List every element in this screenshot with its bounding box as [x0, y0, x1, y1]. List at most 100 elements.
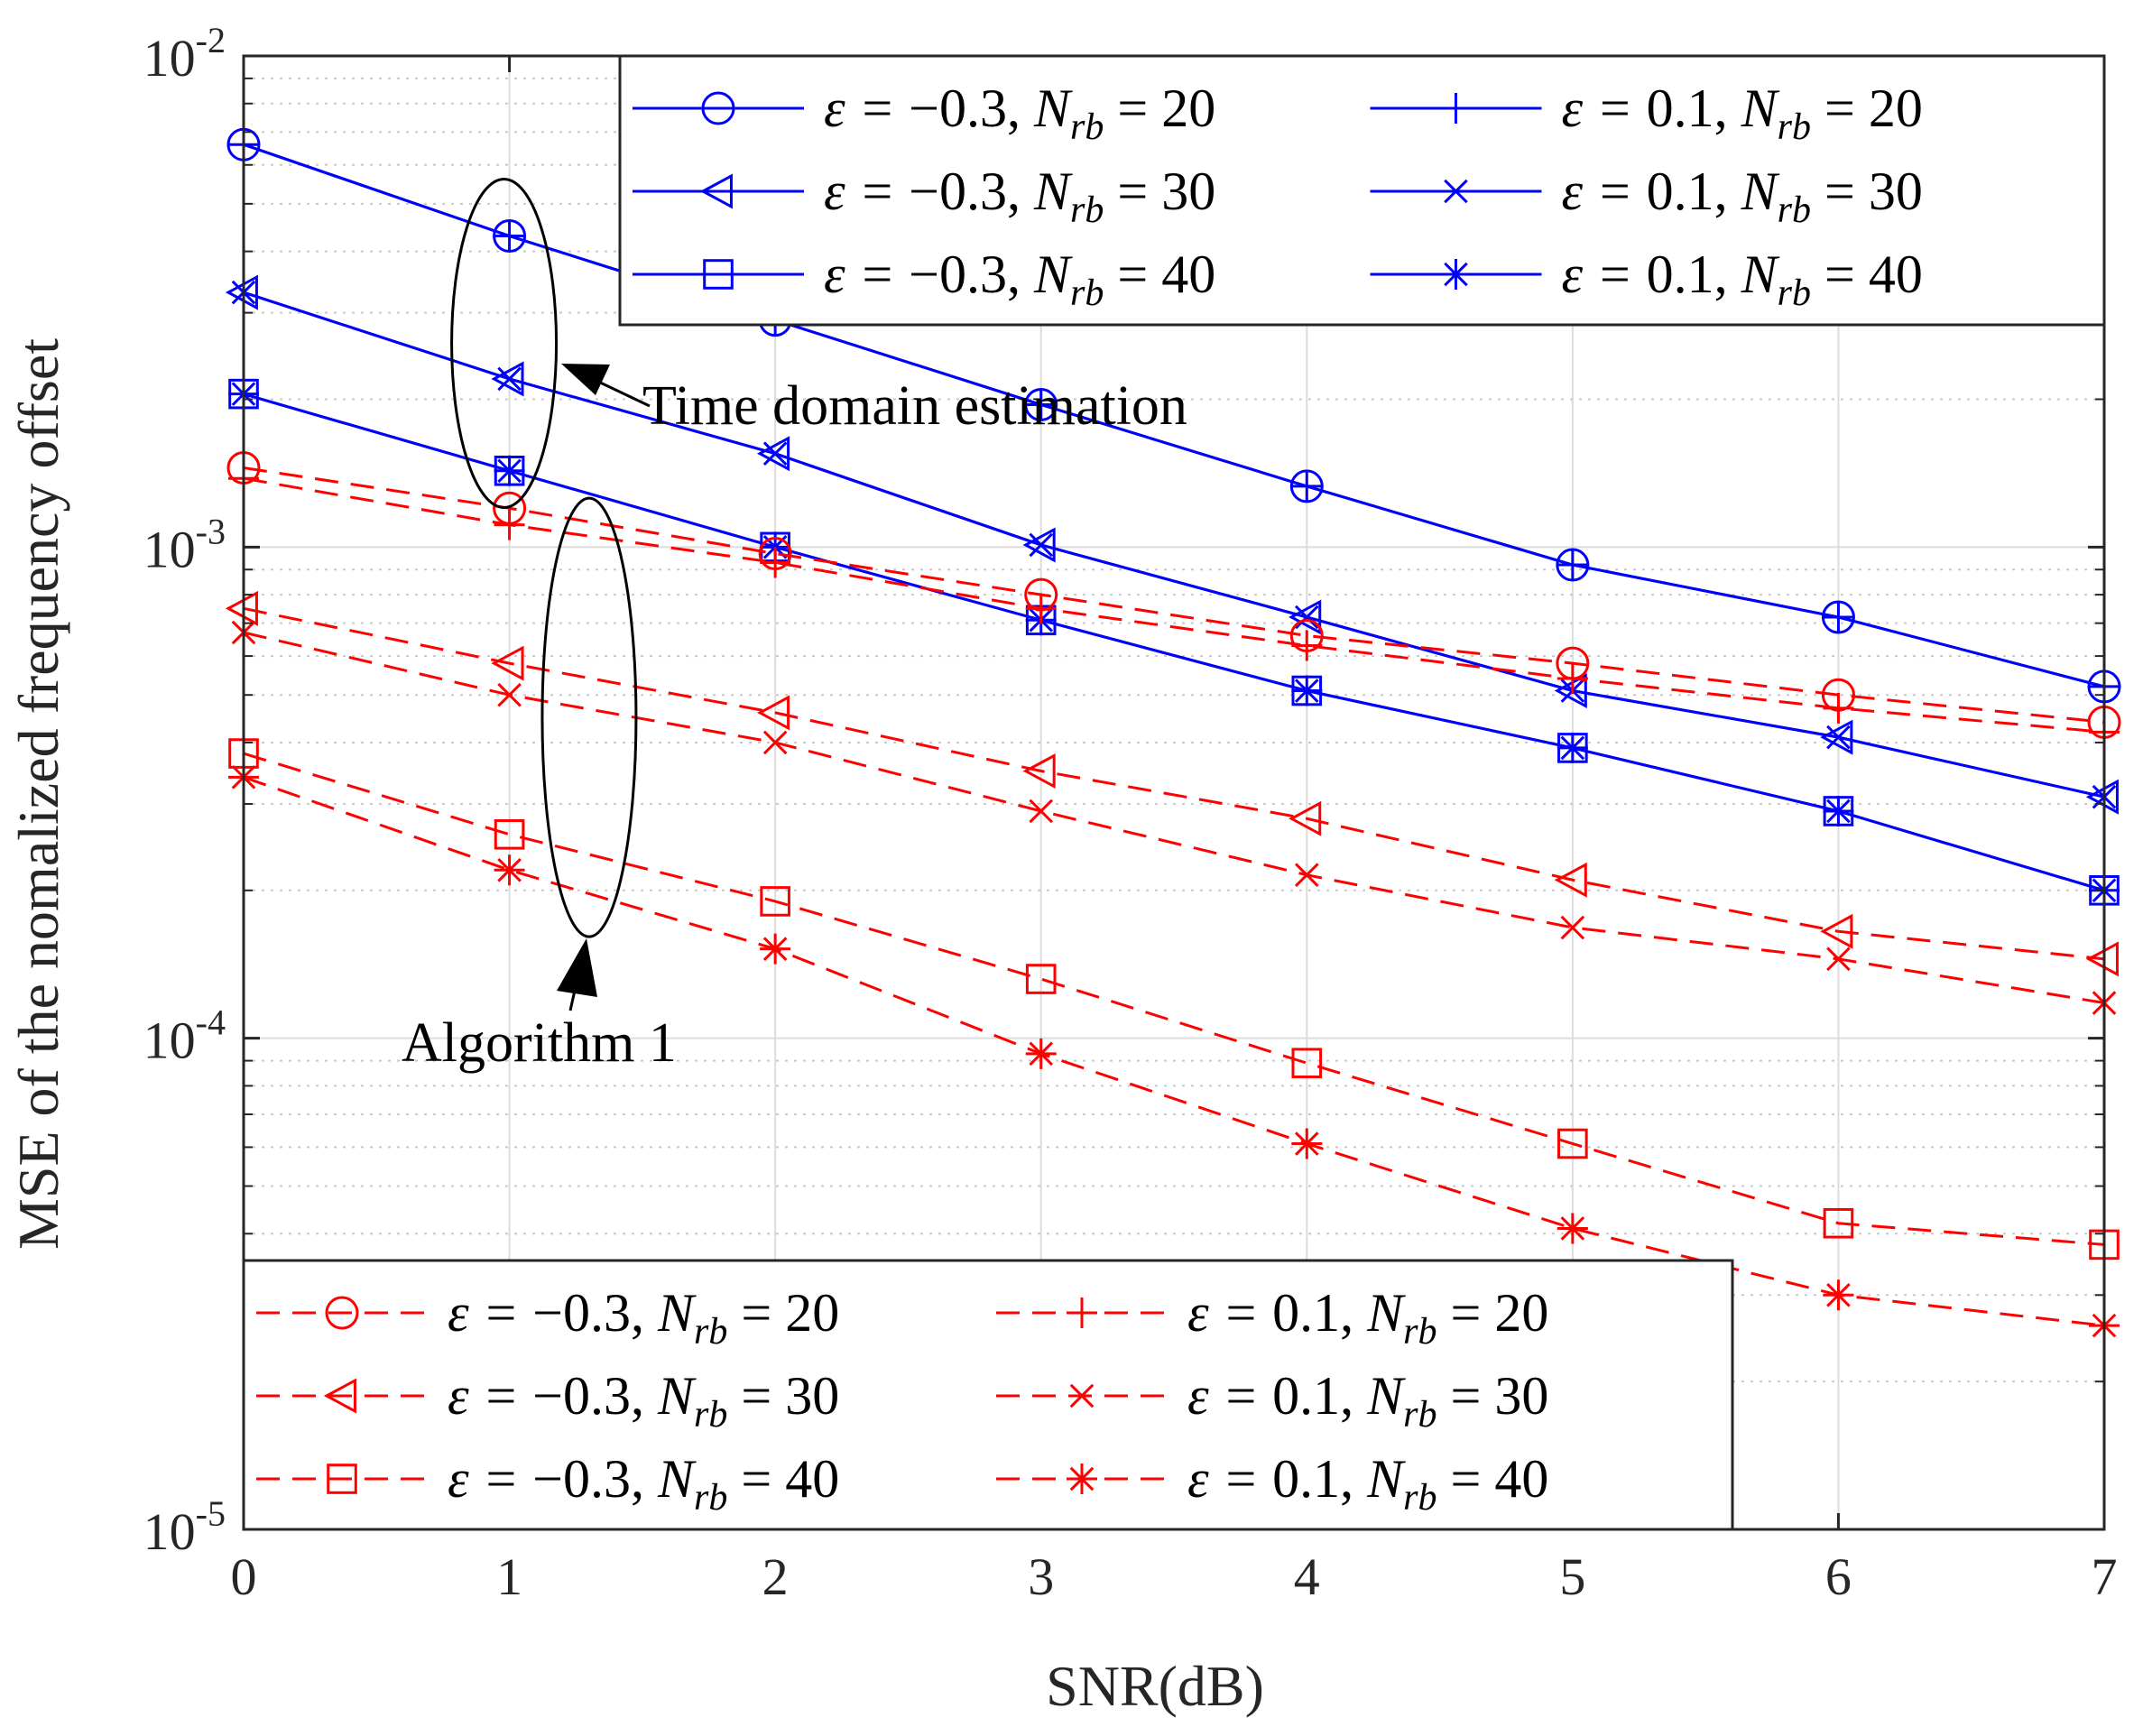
series-8 [228, 463, 2120, 748]
legend-entry: ε = −0.3, Nrb = 30 [633, 162, 1215, 231]
data-point-asterisk [494, 455, 525, 486]
legend-entry: ε = −0.3, Nrb = 20 [256, 1283, 839, 1353]
y-tick-label: 10-3 [143, 511, 226, 578]
legend-entry: ε = 0.1, Nrb = 30 [996, 1366, 1548, 1436]
legend-label: ε = −0.3, Nrb = 30 [824, 162, 1215, 231]
data-point-x [1560, 915, 1585, 940]
data-point-asterisk [760, 531, 791, 563]
series-line [243, 476, 2105, 734]
data-point-triangle-left [1820, 913, 1853, 949]
y-tick-label: 10-4 [143, 1002, 226, 1070]
legend-marker-circle [325, 1296, 359, 1330]
x-tick-label: 4 [1294, 1547, 1320, 1606]
x-axis-label: SNR(dB) [1046, 1654, 1264, 1718]
legend-label: ε = 0.1, Nrb = 40 [1187, 1449, 1548, 1519]
axes: 0 1 2 3 4 5 6 7 10-5 10-4 10-3 10-2 [143, 20, 2118, 1606]
data-point-plus [494, 509, 525, 540]
data-point-x [1294, 863, 1319, 888]
annotation-time-domain: Time domain estimation [642, 375, 1187, 437]
data-point-triangle-left [756, 695, 790, 731]
legend-marker-x [1444, 179, 1468, 204]
legend-label: ε = −0.3, Nrb = 20 [824, 78, 1215, 148]
data-point-x [762, 730, 788, 755]
data-point-square [1291, 1048, 1323, 1079]
data-point-plus [1291, 630, 1323, 661]
data-point-triangle-left [491, 361, 524, 397]
data-point-square [1823, 1207, 1854, 1239]
data-point-x [1029, 799, 1054, 824]
x-tick-label: 5 [1559, 1547, 1585, 1606]
data-point-plus [1823, 601, 1854, 633]
legend-label: ε = −0.3, Nrb = 30 [448, 1366, 839, 1436]
data-point-asterisk [1291, 1128, 1323, 1159]
legend-marker-asterisk [1067, 1464, 1097, 1494]
ellipse-time-domain [450, 177, 559, 509]
legend-top-right: ε = −0.3, Nrb = 20 ε = 0.1, Nrb = 20 ε = −… [618, 54, 2106, 327]
data-point-asterisk [1823, 795, 1854, 826]
legend-entry: ε = 0.1, Nrb = 40 [1370, 245, 1923, 314]
data-point-triangle-left [1022, 753, 1056, 790]
y-axis-label: MSE of the nomalized frequency offset [6, 338, 70, 1250]
arrow-head [557, 938, 597, 997]
series-line [243, 143, 2105, 688]
data-point-triangle-left [1289, 800, 1322, 836]
legend-marker-circle [701, 91, 735, 125]
data-point-plus [1556, 663, 1588, 694]
y-tick-label: 10-2 [143, 20, 226, 88]
data-point-plus [1025, 389, 1057, 420]
data-point-plus [1291, 470, 1323, 502]
data-point-asterisk [494, 854, 525, 886]
y-tick-label: 10-5 [143, 1493, 226, 1561]
data-point-x [1826, 725, 1851, 750]
arrow-head [561, 364, 610, 395]
data-point-square [494, 818, 525, 850]
legend-entry: ε = 0.1, Nrb = 20 [1370, 78, 1923, 148]
legend-box [618, 54, 2106, 327]
data-point-triangle-left [1554, 862, 1587, 898]
data-point-square [760, 886, 790, 917]
legend-marker-triangle-left [699, 173, 733, 209]
legend-marker-square [703, 259, 734, 290]
legend-label: ε = 0.1, Nrb = 30 [1562, 162, 1923, 231]
data-point-triangle-left [1289, 599, 1322, 635]
series-11 [228, 738, 2120, 1260]
legend-box [242, 1259, 1734, 1531]
x-tick-label: 3 [1028, 1547, 1054, 1606]
legend-label: ε = 0.1, Nrb = 20 [1187, 1283, 1548, 1353]
legend-marker-x [1069, 1383, 1095, 1408]
data-point-x [762, 441, 788, 466]
x-tick-label: 6 [1825, 1547, 1852, 1606]
x-tick-label: 1 [496, 1547, 522, 1606]
series-line [243, 775, 2105, 1327]
legend-bottom-left: ε = −0.3, Nrb = 20 ε = 0.1, Nrb = 20 ε = −… [242, 1259, 1734, 1531]
data-point-asterisk [760, 933, 791, 965]
legend-entry: ε = −0.3, Nrb = 40 [256, 1449, 839, 1519]
data-point-asterisk [1556, 732, 1588, 763]
data-point-x [497, 366, 522, 392]
data-point-x [1029, 532, 1054, 558]
data-point-asterisk [1291, 675, 1323, 706]
data-point-plus [1556, 549, 1588, 581]
legends: ε = −0.3, Nrb = 20 ε = 0.1, Nrb = 20 ε = −… [242, 54, 2106, 1531]
data-point-triangle-left [1820, 719, 1853, 755]
legend-marker-square [327, 1464, 357, 1494]
data-point-plus [1823, 692, 1854, 724]
series-line [243, 606, 2105, 961]
legend-label: ε = 0.1, Nrb = 40 [1562, 245, 1923, 314]
legend-marker-asterisk [1440, 259, 1472, 290]
data-point-asterisk [1823, 1279, 1854, 1311]
legend-label: ε = −0.3, Nrb = 40 [448, 1449, 839, 1519]
ellipse-algorithm-1 [540, 496, 638, 938]
legend-label: ε = −0.3, Nrb = 40 [824, 245, 1215, 314]
annotation-algorithm-1: Algorithm 1 [402, 1012, 677, 1074]
data-point-x [497, 682, 522, 707]
data-point-triangle-left [756, 436, 790, 472]
data-point-triangle-left [1022, 527, 1056, 563]
data-point-x [1826, 946, 1851, 972]
data-point-asterisk [1025, 1038, 1057, 1069]
legend-label: ε = 0.1, Nrb = 20 [1562, 78, 1923, 148]
series-line [243, 631, 2105, 1005]
legend-entry: ε = 0.1, Nrb = 30 [1370, 162, 1923, 231]
x-tick-label: 0 [231, 1547, 257, 1606]
